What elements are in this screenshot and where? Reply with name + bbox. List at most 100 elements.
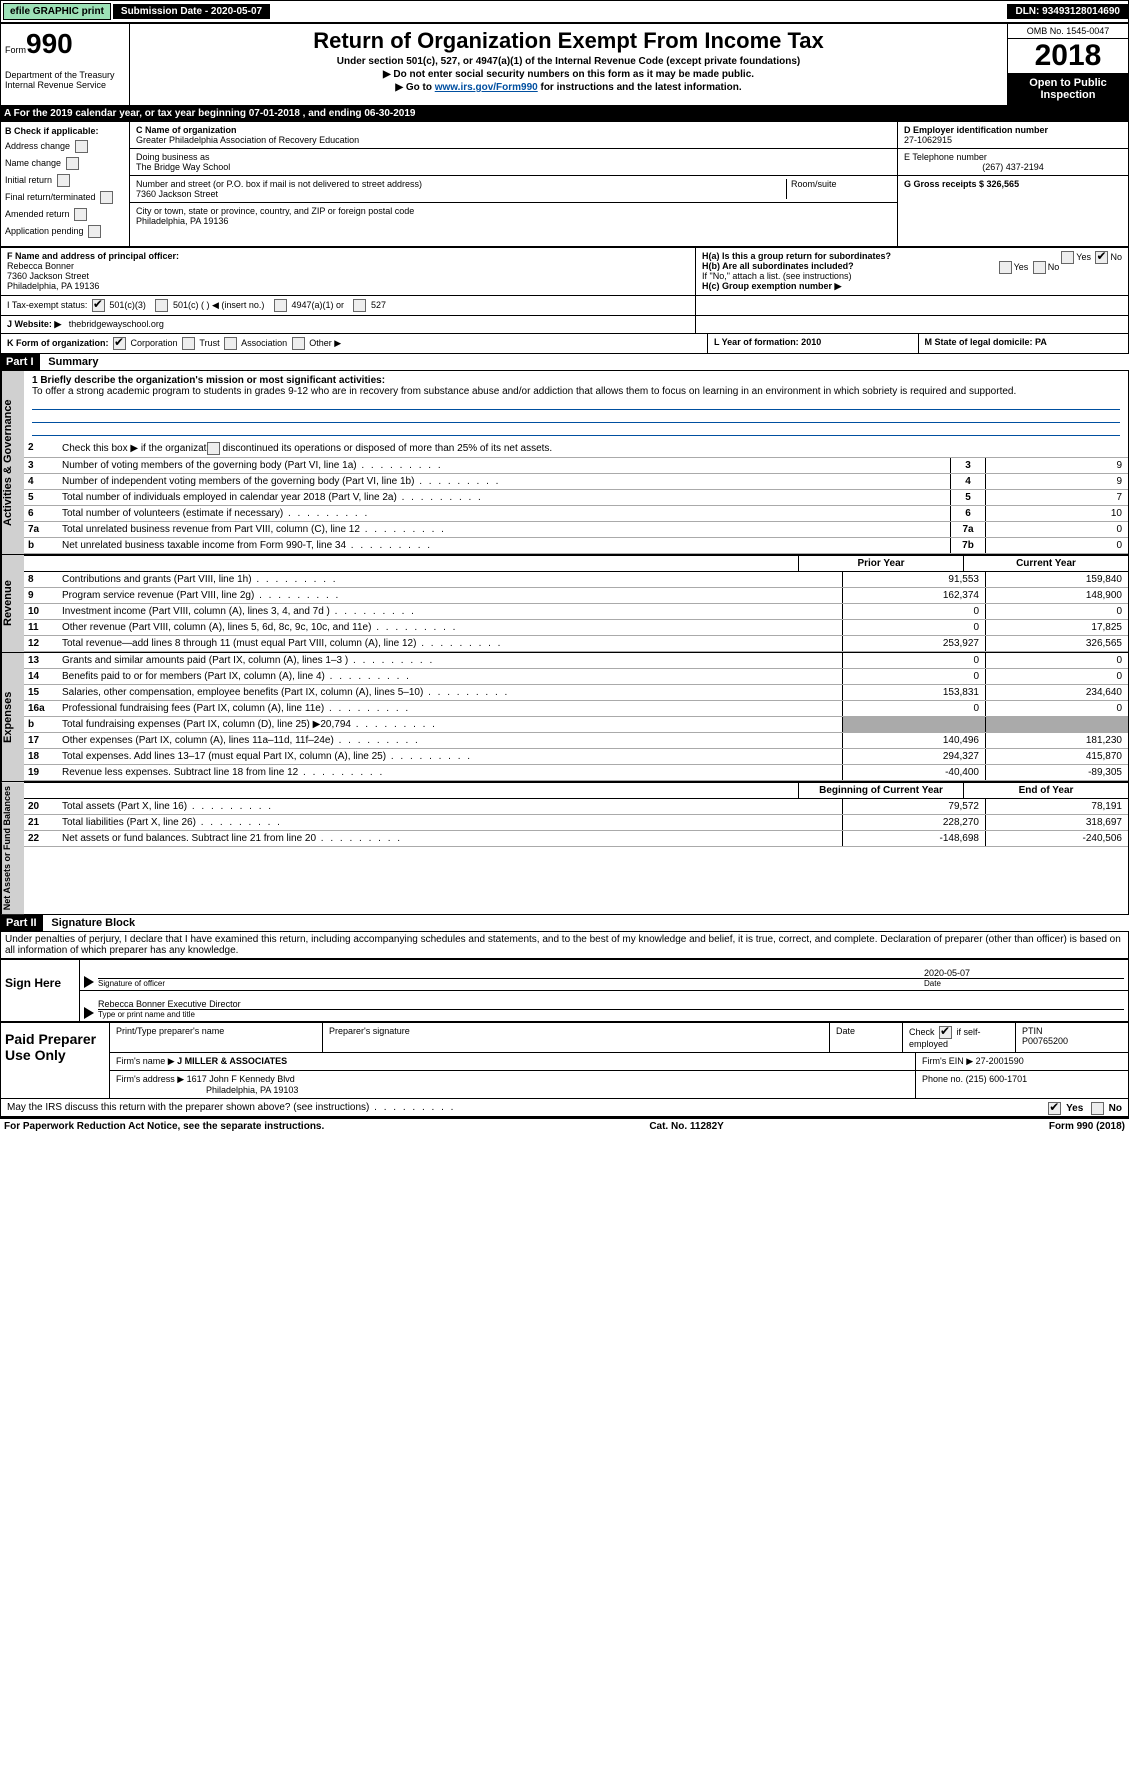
summary-line: 9Program service revenue (Part VIII, lin… <box>24 588 1128 604</box>
year-formation: L Year of formation: 2010 <box>708 334 919 353</box>
sig-date: 2020-05-07 <box>924 968 1124 978</box>
tax-status-row: I Tax-exempt status: 501(c)(3) 501(c) ( … <box>0 296 1129 316</box>
arrow-icon-2 <box>84 1007 94 1019</box>
checkbox-amended[interactable] <box>74 208 87 221</box>
other-checkbox[interactable] <box>292 337 305 350</box>
footer: For Paperwork Reduction Act Notice, see … <box>0 1117 1129 1134</box>
end-year-header: End of Year <box>963 783 1128 798</box>
discuss-yes-checkbox[interactable] <box>1048 1102 1061 1115</box>
footer-right: Form 990 (2018) <box>1049 1121 1125 1132</box>
preparer-sig-label: Preparer's signature <box>323 1023 830 1052</box>
section-b-block: B Check if applicable: Address change Na… <box>0 121 1129 247</box>
527-checkbox[interactable] <box>353 299 366 312</box>
discuss-no-checkbox[interactable] <box>1091 1102 1104 1115</box>
revenue-block: Revenue Prior Year Current Year 8Contrib… <box>0 555 1129 653</box>
checkbox-initial[interactable] <box>57 174 70 187</box>
opt-pending: Application pending <box>5 225 125 238</box>
part1-header-row: Part I Summary <box>0 354 1129 370</box>
footer-mid: Cat. No. 11282Y <box>649 1121 723 1132</box>
summary-line: 18Total expenses. Add lines 13–17 (must … <box>24 749 1128 765</box>
self-employed-cell: Check if self-employed <box>903 1023 1016 1052</box>
side-revenue: Revenue <box>1 555 24 652</box>
irs-link[interactable]: www.irs.gov/Form990 <box>435 82 538 93</box>
form-prefix: Form <box>5 45 26 55</box>
summary-line: bNet unrelated business taxable income f… <box>24 538 1128 554</box>
declaration-text: Under penalties of perjury, I declare th… <box>0 931 1129 959</box>
street-address: 7360 Jackson Street <box>136 189 786 199</box>
efile-button[interactable]: efile GRAPHIC print <box>3 3 111 20</box>
firm-phone-cell: Phone no. (215) 600-1701 <box>916 1071 1128 1098</box>
summary-line: 16aProfessional fundraising fees (Part I… <box>24 701 1128 717</box>
corp-checkbox[interactable] <box>113 337 126 350</box>
firm-name-cell: Firm's name ▶ J MILLER & ASSOCIATES <box>110 1053 916 1070</box>
section-f-h: F Name and address of principal officer:… <box>0 247 1129 296</box>
dba-label: Doing business as <box>136 152 891 162</box>
checkbox-pending[interactable] <box>88 225 101 238</box>
footer-left: For Paperwork Reduction Act Notice, see … <box>4 1121 324 1132</box>
subtitle-2: ▶ Do not enter social security numbers o… <box>134 69 1003 80</box>
sign-here-label: Sign Here <box>1 960 80 1021</box>
website-value: thebridgewayschool.org <box>69 319 164 329</box>
j-label: J Website: ▶ <box>7 319 61 329</box>
paid-label: Paid Preparer Use Only <box>1 1023 110 1098</box>
officer-addr2: Philadelphia, PA 19136 <box>7 281 689 291</box>
part2-title: Signature Block <box>45 915 141 931</box>
b-label: B Check if applicable: <box>5 126 125 136</box>
summary-line: 15Salaries, other compensation, employee… <box>24 685 1128 701</box>
checkbox-name[interactable] <box>66 157 79 170</box>
hb-no-checkbox[interactable] <box>1033 261 1046 274</box>
department: Department of the Treasury Internal Reve… <box>5 70 125 90</box>
tax-year: 2018 <box>1008 39 1128 73</box>
d-label: D Employer identification number <box>904 125 1122 135</box>
opt-name-change: Name change <box>5 157 125 170</box>
line2-desc: Check this box ▶ if the organization dis… <box>58 440 1128 457</box>
summary-line: 10Investment income (Part VIII, column (… <box>24 604 1128 620</box>
opt-amended: Amended return <box>5 208 125 221</box>
summary-line: 3Number of voting members of the governi… <box>24 458 1128 474</box>
4947-checkbox[interactable] <box>274 299 287 312</box>
501c-checkbox[interactable] <box>155 299 168 312</box>
hc-row: H(c) Group exemption number ▶ <box>702 281 1122 292</box>
k-row: K Form of organization: Corporation Trus… <box>0 334 1129 354</box>
firm-addr-cell: Firm's address ▶ 1617 John F Kennedy Blv… <box>110 1071 916 1098</box>
trust-checkbox[interactable] <box>182 337 195 350</box>
summary-line: 14Benefits paid to or for members (Part … <box>24 669 1128 685</box>
ha-no-checkbox[interactable] <box>1095 251 1108 264</box>
side-expenses: Expenses <box>1 653 24 781</box>
date-label: Date <box>924 978 1124 988</box>
e-label: E Telephone number <box>904 152 1122 162</box>
hb-yes-checkbox[interactable] <box>999 261 1012 274</box>
summary-line: 6Total number of volunteers (estimate if… <box>24 506 1128 522</box>
sig-officer-label: Signature of officer <box>98 978 924 988</box>
summary-line: 8Contributions and grants (Part VIII, li… <box>24 572 1128 588</box>
row-a-tax-year: A For the 2019 calendar year, or tax yea… <box>0 106 1129 121</box>
ein-value: 27-1062915 <box>904 135 1122 145</box>
main-title: Return of Organization Exempt From Incom… <box>134 28 1003 54</box>
subtitle-3: ▶ Go to www.irs.gov/Form990 for instruct… <box>134 82 1003 93</box>
summary-line: 7aTotal unrelated business revenue from … <box>24 522 1128 538</box>
self-employed-checkbox[interactable] <box>939 1026 952 1039</box>
checkbox-final[interactable] <box>100 191 113 204</box>
501c3-checkbox[interactable] <box>92 299 105 312</box>
firm-ein-cell: Firm's EIN ▶ 27-2001590 <box>916 1053 1128 1070</box>
summary-line: 20Total assets (Part X, line 16)79,57278… <box>24 799 1128 815</box>
omb-number: OMB No. 1545-0047 <box>1008 24 1128 39</box>
assoc-checkbox[interactable] <box>224 337 237 350</box>
arrow-icon <box>84 976 94 988</box>
ha-row: H(a) Is this a group return for subordin… <box>702 251 1122 261</box>
ha-yes-checkbox[interactable] <box>1061 251 1074 264</box>
form-number: 990 <box>26 28 73 59</box>
netassets-block: Net Assets or Fund Balances Beginning of… <box>0 782 1129 915</box>
checkbox-address[interactable] <box>75 140 88 153</box>
submission-date: Submission Date - 2020-05-07 <box>113 4 270 19</box>
current-year-header: Current Year <box>963 556 1128 571</box>
discontinued-checkbox[interactable] <box>207 442 220 455</box>
summary-line: 22Net assets or fund balances. Subtract … <box>24 831 1128 847</box>
summary-line: 17Other expenses (Part IX, column (A), l… <box>24 733 1128 749</box>
side-netassets: Net Assets or Fund Balances <box>1 782 24 914</box>
subtitle-1: Under section 501(c), 527, or 4947(a)(1)… <box>134 56 1003 67</box>
officer-name: Rebecca Bonner <box>7 261 689 271</box>
summary-line: 13Grants and similar amounts paid (Part … <box>24 653 1128 669</box>
f-label: F Name and address of principal officer: <box>7 251 689 261</box>
summary-line: 19Revenue less expenses. Subtract line 1… <box>24 765 1128 781</box>
